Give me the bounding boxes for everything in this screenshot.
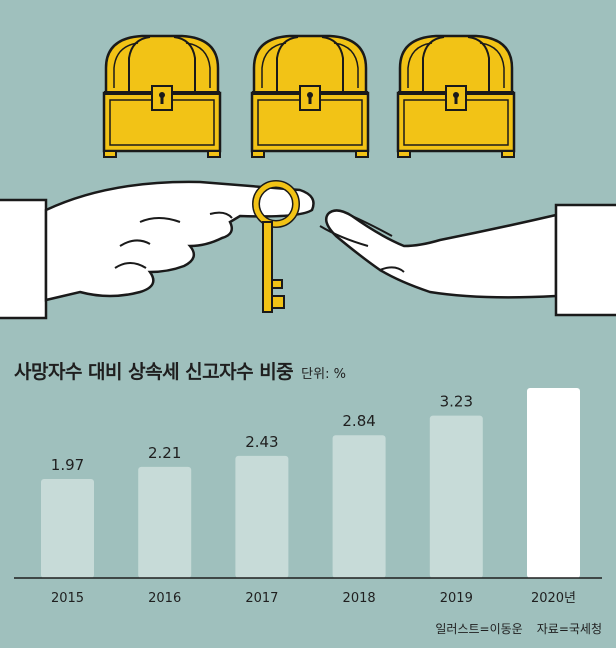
bar-2015 (41, 478, 94, 578)
illustration (0, 34, 616, 320)
chart-title-text: 사망자수 대비 상속세 신고자수 비중 (14, 361, 294, 383)
x-tick-label: 2015 (51, 591, 84, 606)
bar-2017 (235, 455, 289, 578)
bar-2018 (332, 435, 386, 578)
treasure-chest-icon (102, 34, 222, 159)
bar-2016 (138, 466, 192, 578)
value-label: 2.21 (148, 444, 181, 462)
bar-chart: 1.97 2015 2.21 2016 2.43 2017 2.84 2018 3.23 2019… (14, 380, 602, 606)
value-label: 1.97 (51, 456, 84, 474)
bar-2019 (429, 415, 483, 578)
x-tick-label: 2016 (148, 591, 181, 606)
treasure-chest-icon (396, 34, 516, 159)
chart-title: 사망자수 대비 상속세 신고자수 비중 단위: % (14, 357, 346, 384)
receiving-hand (319, 209, 558, 299)
key-icon (252, 180, 300, 313)
unit-label: 단위: % (301, 367, 346, 382)
x-tick-label: 2017 (245, 591, 278, 606)
x-tick-label: 2019 (440, 591, 473, 606)
value-label: 3.23 (440, 393, 473, 411)
giving-hand (44, 180, 315, 302)
source-credit: 자료=국세청 (536, 622, 602, 636)
bar-2020년 (527, 388, 580, 578)
value-label: 3.78% (526, 380, 582, 383)
x-tick-label: 2018 (343, 591, 376, 606)
right-sleeve (554, 203, 616, 317)
treasure-chest-icon (250, 34, 370, 159)
value-label: 2.84 (342, 412, 375, 430)
value-label: 2.43 (245, 433, 278, 451)
left-sleeve (0, 198, 48, 320)
x-tick-label: 2020년 (531, 591, 576, 606)
illustration-credit: 일러스트=이동운 (435, 622, 523, 636)
credits: 일러스트=이동운 자료=국세청 (435, 620, 602, 637)
